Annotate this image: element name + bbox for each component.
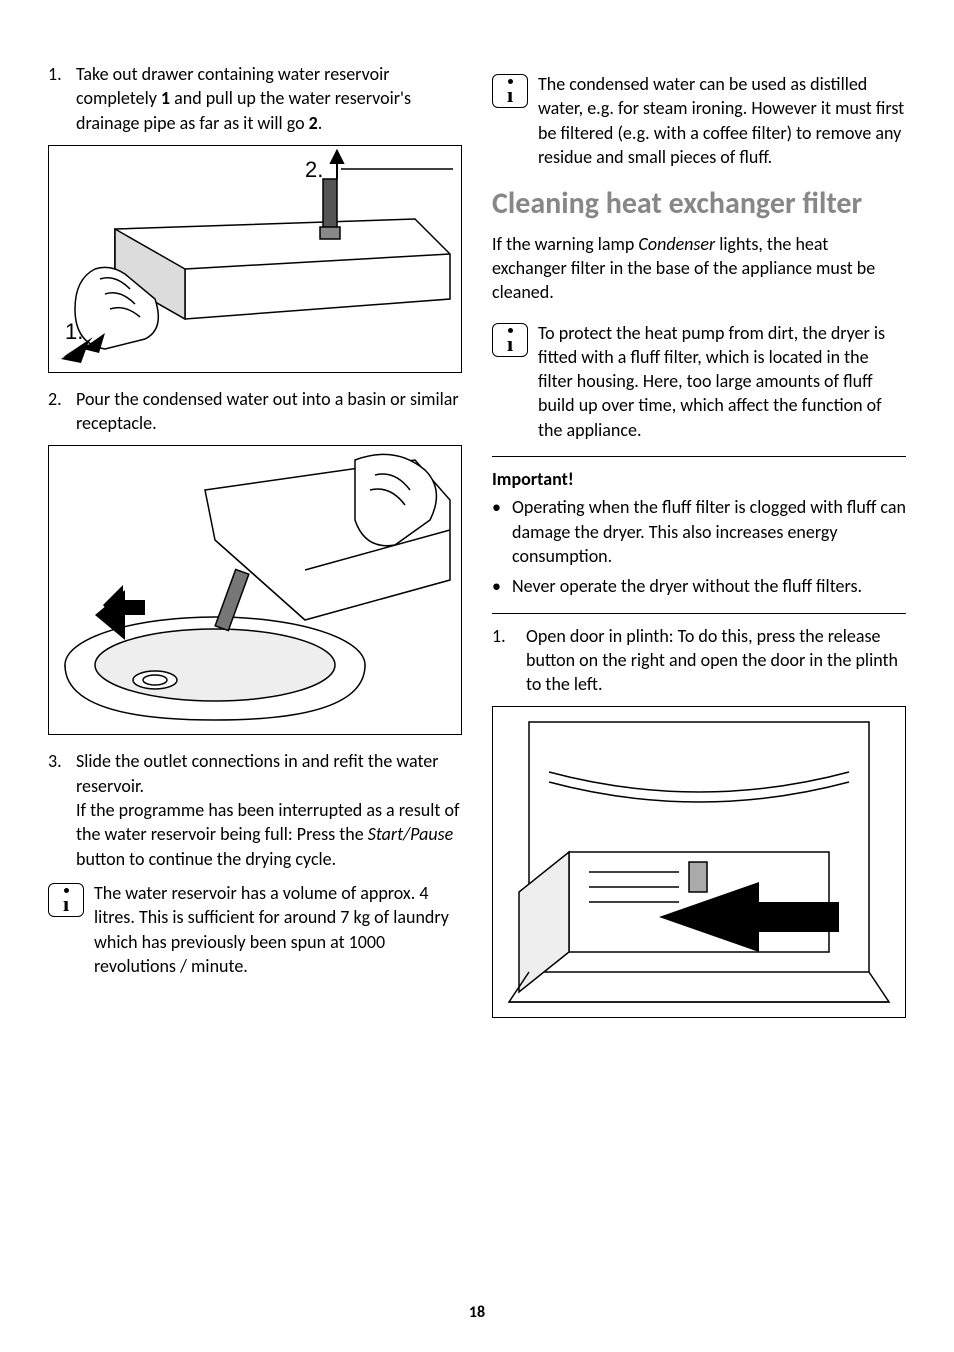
text-line: If the programme has been interrupted as… (76, 798, 462, 871)
info-icon: ı (48, 883, 84, 917)
plinth-illustration (499, 712, 899, 1012)
intro-paragraph: If the warning lamp Condenser lights, th… (492, 232, 906, 305)
text: If the warning lamp (492, 233, 638, 255)
bullet-text: Operating when the fluff filter is clogg… (512, 495, 906, 568)
text-line: Slide the outlet connections in and refi… (76, 749, 462, 798)
step-number: 2. (48, 387, 76, 436)
divider (492, 613, 906, 614)
step-text: Pour the condensed water out into a basi… (76, 387, 462, 436)
figure-pouring (48, 445, 462, 735)
drawer-illustration: 2. 1. (55, 149, 455, 369)
step-number: 3. (48, 749, 76, 870)
two-column-layout: 1. Take out drawer containing water rese… (48, 62, 906, 1032)
step-1: 1. Take out drawer containing water rese… (48, 62, 462, 135)
left-column: 1. Take out drawer containing water rese… (48, 62, 462, 1032)
text: button to continue the drying cycle. (76, 848, 336, 870)
step-text: Open door in plinth: To do this, press t… (526, 624, 906, 697)
right-column: ı The condensed water can be used as dis… (492, 62, 906, 1032)
step-text: Slide the outlet connections in and refi… (76, 749, 462, 870)
info-distilled-water: ı The condensed water can be used as dis… (492, 72, 906, 169)
right-step-1: 1. Open door in plinth: To do this, pres… (492, 624, 906, 697)
step-2: 2. Pour the condensed water out into a b… (48, 387, 462, 436)
ref-1: 1 (161, 87, 170, 109)
heading-cleaning-heat-exchanger: Cleaning heat exchanger filter (492, 187, 906, 222)
step-text: Take out drawer containing water reservo… (76, 62, 462, 135)
divider (492, 456, 906, 457)
info-text: The condensed water can be used as disti… (538, 72, 906, 169)
label-1: 1. (65, 319, 83, 344)
bullet-marker: • (492, 495, 512, 568)
page-number: 18 (0, 1302, 954, 1324)
step-3: 3. Slide the outlet connections in and r… (48, 749, 462, 870)
info-text: To protect the heat pump from dirt, the … (538, 321, 906, 442)
bullet-marker: • (492, 574, 512, 598)
condenser-ref: Condenser (638, 233, 715, 255)
start-pause-ref: Start/Pause (368, 823, 453, 845)
label-2: 2. (305, 157, 323, 182)
step-number: 1. (492, 624, 526, 697)
info-fluff-filter: ı To protect the heat pump from dirt, th… (492, 321, 906, 442)
text: . (318, 112, 323, 134)
important-list: •Operating when the fluff filter is clog… (492, 495, 906, 598)
step-number: 1. (48, 62, 76, 135)
info-icon: ı (492, 74, 528, 108)
figure-plinth-door (492, 706, 906, 1018)
bullet-item: •Operating when the fluff filter is clog… (492, 495, 906, 568)
ref-2: 2 (309, 112, 318, 134)
figure-drawer: 2. 1. (48, 145, 462, 373)
info-reservoir-volume: ı The water reservoir has a volume of ap… (48, 881, 462, 978)
important-label: Important! (492, 467, 906, 491)
pour-illustration (55, 450, 455, 730)
bullet-text: Never operate the dryer without the fluf… (512, 574, 862, 598)
info-text: The water reservoir has a volume of appr… (94, 881, 462, 978)
bullet-item: •Never operate the dryer without the flu… (492, 574, 906, 598)
info-icon: ı (492, 323, 528, 357)
